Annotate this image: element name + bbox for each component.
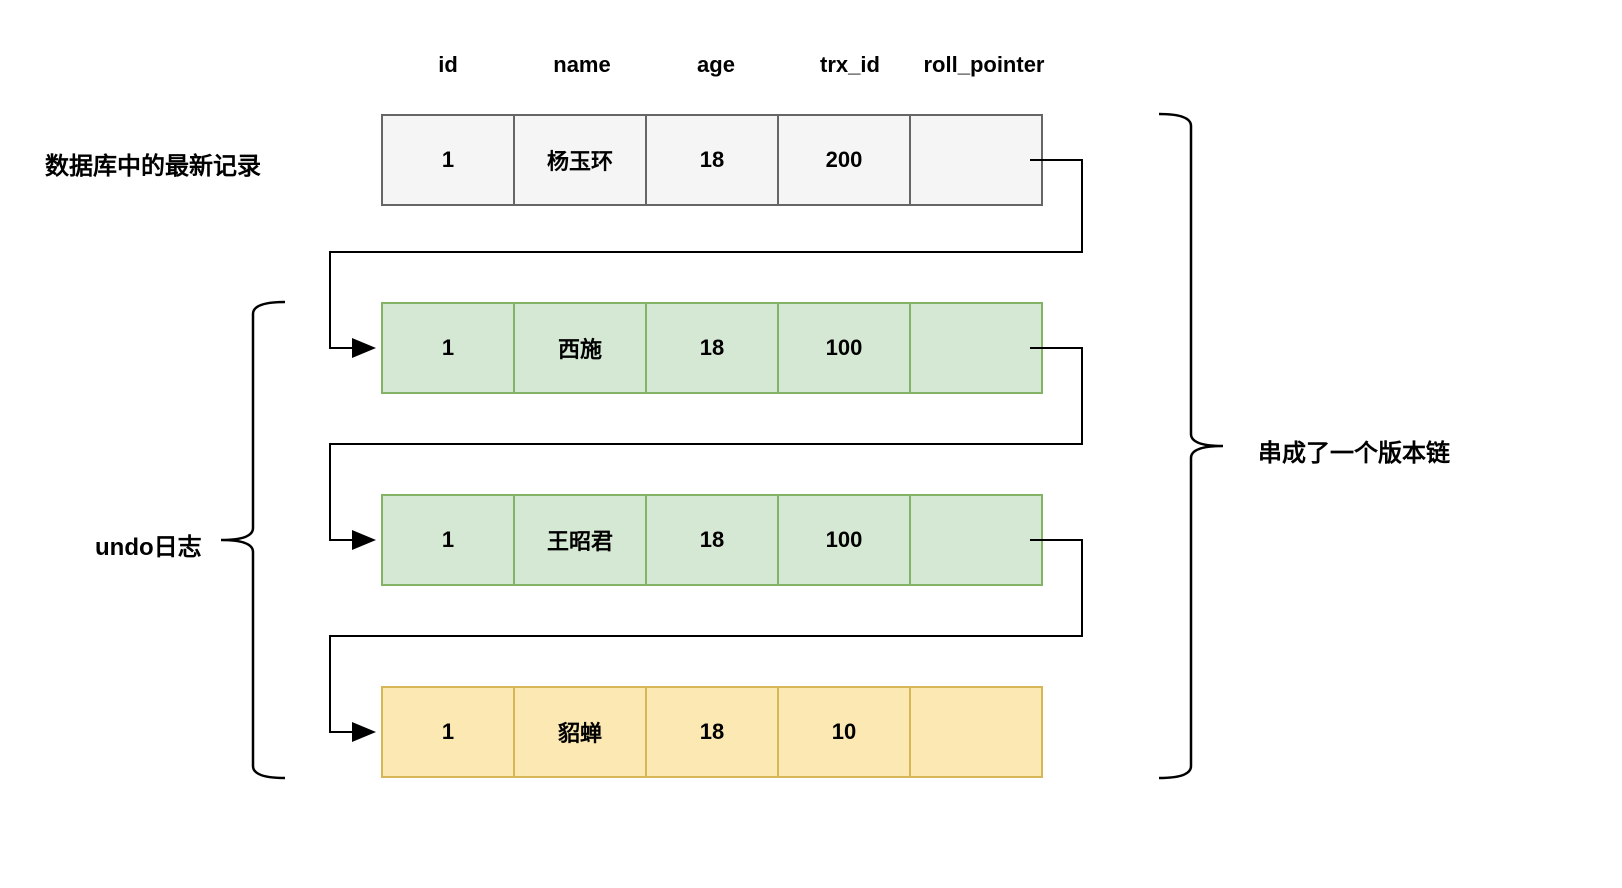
table-cell — [909, 114, 1043, 206]
table-cell: 10 — [777, 686, 911, 778]
label-latest-record: 数据库中的最新记录 — [45, 146, 261, 181]
header-name: name — [515, 52, 649, 78]
table-cell: 1 — [381, 686, 515, 778]
table-row: 1杨玉环18200 — [381, 114, 1043, 206]
table-cell: 貂蝉 — [513, 686, 647, 778]
label-version-chain: 串成了一个版本链 — [1258, 433, 1450, 468]
table-cell: 1 — [381, 494, 515, 586]
table-cell: 18 — [645, 686, 779, 778]
table-cell: 1 — [381, 114, 515, 206]
table-cell: 西施 — [513, 302, 647, 394]
table-cell — [909, 686, 1043, 778]
table-cell — [909, 494, 1043, 586]
header-trx-id: trx_id — [783, 52, 917, 78]
header-id: id — [381, 52, 515, 78]
table-cell: 200 — [777, 114, 911, 206]
table-row: 1王昭君18100 — [381, 494, 1043, 586]
table-cell: 杨玉环 — [513, 114, 647, 206]
table-cell: 18 — [645, 494, 779, 586]
table-row: 1西施18100 — [381, 302, 1043, 394]
table-cell: 王昭君 — [513, 494, 647, 586]
table-cell — [909, 302, 1043, 394]
table-row: 1貂蝉1810 — [381, 686, 1043, 778]
header-age: age — [649, 52, 783, 78]
left-brace — [221, 302, 285, 778]
table-cell: 1 — [381, 302, 515, 394]
label-undo-log: undo日志 — [95, 527, 202, 562]
table-cell: 100 — [777, 494, 911, 586]
header-roll-pointer: roll_pointer — [917, 52, 1051, 78]
table-cell: 18 — [645, 302, 779, 394]
right-brace — [1159, 114, 1223, 778]
table-cell: 100 — [777, 302, 911, 394]
table-cell: 18 — [645, 114, 779, 206]
